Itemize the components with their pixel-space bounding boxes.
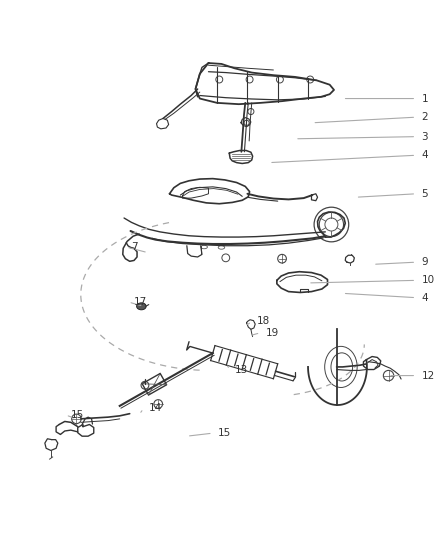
Text: 17: 17 (134, 297, 147, 307)
Text: 5: 5 (421, 189, 428, 199)
Text: 4: 4 (421, 150, 428, 160)
Text: 10: 10 (421, 276, 434, 285)
Text: 4: 4 (421, 293, 428, 303)
Ellipse shape (137, 303, 146, 310)
Text: 3: 3 (421, 132, 428, 142)
Text: 2: 2 (421, 112, 428, 122)
Text: 9: 9 (421, 257, 428, 267)
Text: 13: 13 (235, 365, 248, 375)
Text: 15: 15 (71, 410, 84, 420)
Text: 7: 7 (131, 242, 138, 252)
Text: 15: 15 (218, 428, 231, 438)
Text: 19: 19 (265, 328, 279, 338)
Text: 12: 12 (421, 370, 434, 381)
Text: 1: 1 (421, 94, 428, 103)
Text: 18: 18 (257, 317, 270, 327)
Text: 14: 14 (149, 403, 162, 414)
